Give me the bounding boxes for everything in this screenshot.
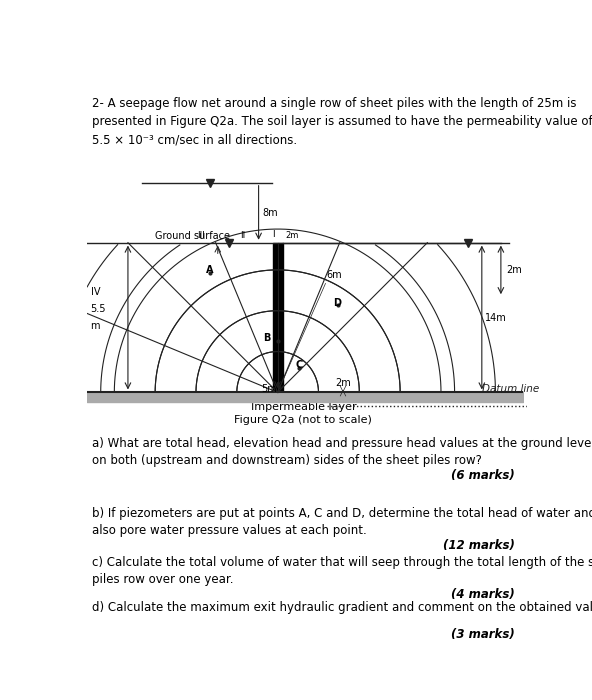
Text: 2m: 2m: [286, 231, 299, 240]
Text: 2m: 2m: [335, 378, 351, 388]
Text: Impermeable layer: Impermeable layer: [250, 402, 356, 412]
Text: A: A: [206, 265, 213, 275]
Text: 5m: 5m: [262, 384, 278, 394]
Text: (3 marks): (3 marks): [451, 629, 514, 641]
Text: Datum line: Datum line: [482, 384, 539, 393]
Text: (6 marks): (6 marks): [451, 470, 514, 482]
Text: B: B: [263, 333, 271, 343]
Text: 5.5: 5.5: [90, 304, 105, 314]
Text: c) Calculate the total volume of water that will seep through the total length o: c) Calculate the total volume of water t…: [92, 556, 592, 586]
Text: 6m: 6m: [327, 270, 342, 280]
Text: IV: IV: [91, 287, 100, 297]
Text: I: I: [272, 230, 275, 239]
Text: (4 marks): (4 marks): [451, 588, 514, 601]
Text: 8m: 8m: [263, 208, 278, 218]
Text: C: C: [296, 360, 303, 370]
Text: D: D: [333, 298, 342, 307]
Text: b) If piezometers are put at points A, C and D, determine the total head of wate: b) If piezometers are put at points A, C…: [92, 507, 592, 537]
Text: Ground surface: Ground surface: [155, 231, 230, 241]
Text: 2m: 2m: [506, 265, 522, 275]
Text: m: m: [90, 321, 99, 330]
Text: d) Calculate the maximum exit hydraulic gradient and comment on the obtained val: d) Calculate the maximum exit hydraulic …: [92, 601, 592, 615]
Text: II: II: [240, 231, 245, 240]
Text: (12 marks): (12 marks): [443, 540, 514, 552]
Text: a) What are total head, elevation head and pressure head values at the ground le: a) What are total head, elevation head a…: [92, 437, 592, 467]
Text: Figure Q2a (not to scale): Figure Q2a (not to scale): [234, 416, 372, 426]
Text: 14m: 14m: [484, 312, 506, 323]
Text: III: III: [198, 231, 205, 240]
Text: 2- A seepage flow net around a single row of sheet piles with the length of 25m : 2- A seepage flow net around a single ro…: [92, 97, 592, 146]
